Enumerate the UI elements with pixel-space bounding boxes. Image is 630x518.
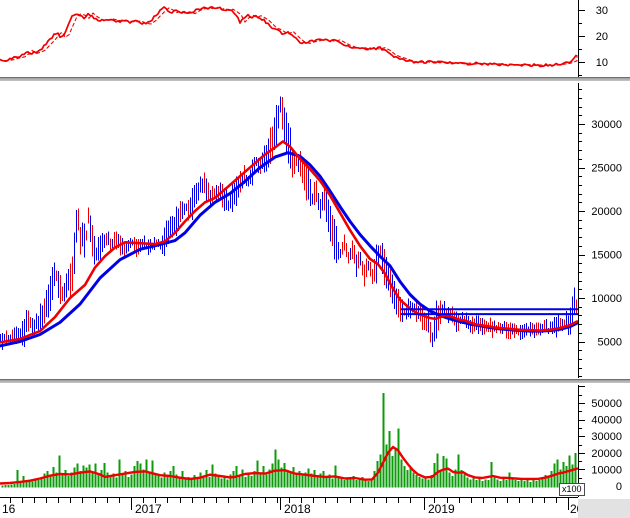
y-tick-label: 20000 xyxy=(591,206,622,218)
y-tick-label: 40000 xyxy=(591,415,622,427)
volume-panel xyxy=(0,393,578,488)
x-axis-year-label: 16 xyxy=(2,502,16,516)
y-tick-label: 0 xyxy=(616,481,622,493)
panel-splitter-top[interactable] xyxy=(0,77,630,82)
price-bars xyxy=(0,96,578,350)
y-tick-label: 10000 xyxy=(591,464,622,476)
indicator-panel xyxy=(0,5,578,68)
corner-filler xyxy=(578,499,630,518)
volume-ma xyxy=(0,445,578,485)
y-tick-label: 30000 xyxy=(591,431,622,443)
x-axis-year-label: 2018 xyxy=(284,502,311,516)
y-tick-label: 20 xyxy=(596,31,608,43)
y-tick-label: 10 xyxy=(596,57,608,69)
y-tick-label: 5000 xyxy=(598,337,622,349)
price-ma-slow xyxy=(0,151,578,348)
resistance-lines xyxy=(401,308,578,316)
volume-bars xyxy=(1,393,577,488)
y-tick-label: 15000 xyxy=(591,250,622,262)
y-tick-label: 25000 xyxy=(591,163,622,175)
x-axis-year-label: 2019 xyxy=(428,502,455,516)
price-ma-fast xyxy=(0,140,578,344)
y-tick-label: 50000 xyxy=(591,398,622,410)
volume-unit-label: x100 xyxy=(559,483,585,496)
y-tick-label: 20000 xyxy=(591,448,622,460)
y-tick-label: 30 xyxy=(596,5,608,17)
x-axis-year-label: 2017 xyxy=(135,502,162,516)
price-panel xyxy=(0,96,578,350)
y-tick-label: 10000 xyxy=(591,293,622,305)
panel-splitter-bottom[interactable] xyxy=(0,379,630,384)
y-tick-label: 30000 xyxy=(591,119,622,131)
